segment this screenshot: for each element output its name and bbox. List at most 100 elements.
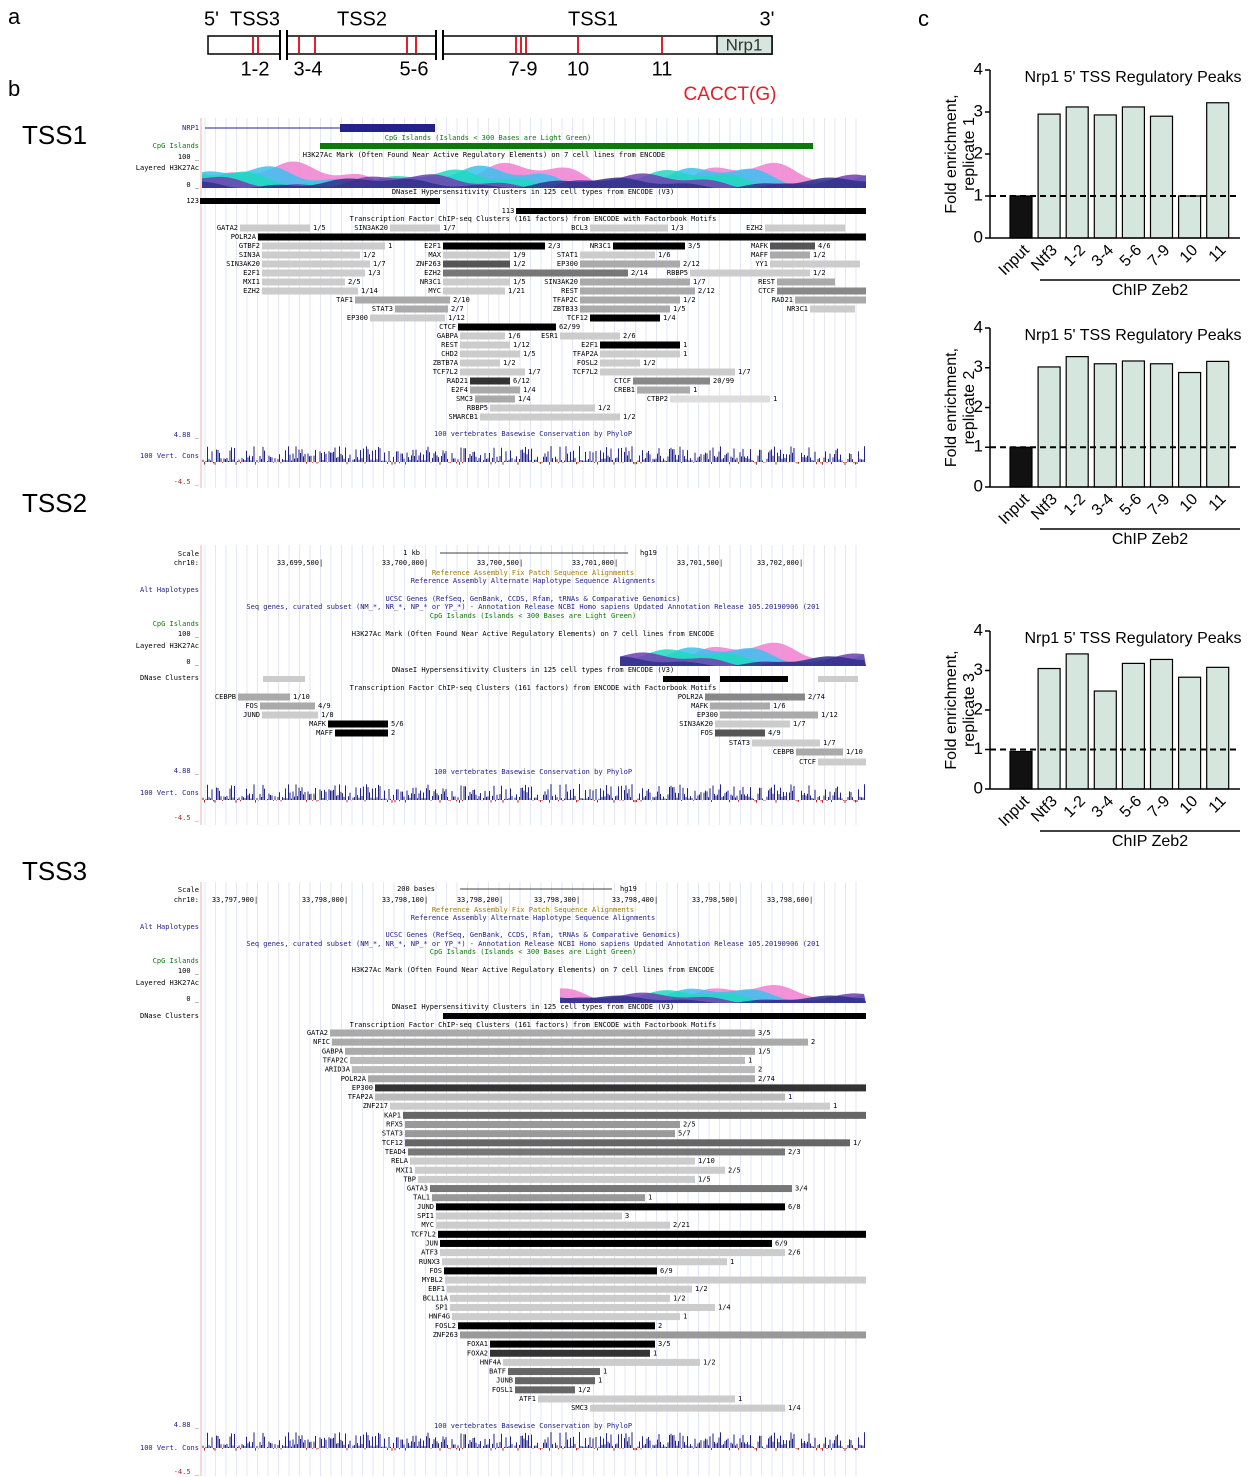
factor-name: ZNF263: [433, 1331, 458, 1339]
track-title: DNaseI Hypersensitivity Clusters in 125 …: [392, 1003, 674, 1011]
track-label: CpG Islands: [153, 957, 199, 965]
factor-score: 1/2: [683, 296, 696, 304]
tss-label: TSS2: [337, 8, 387, 30]
y-tick-label: 4: [974, 317, 983, 336]
coordinate: 33,798,500|: [692, 896, 738, 904]
panel-label: b: [8, 76, 20, 101]
page: {"panels":{"a":"a","b":"b","c":"c"}, "ge…: [0, 0, 1258, 1477]
track-title: Reference Assembly Alternate Haplotype S…: [411, 914, 655, 922]
track-title: Transcription Factor ChIP-seq Clusters (…: [350, 1021, 717, 1029]
factor-cluster: [503, 1359, 700, 1366]
factor-cluster: [418, 1176, 695, 1183]
factor-name: TCF7L2: [411, 1230, 436, 1238]
x-tick-label: 10: [1177, 793, 1202, 818]
factor-cluster: [443, 252, 510, 259]
factor-cluster: [262, 712, 318, 719]
factor-score: 1/12: [513, 341, 530, 349]
factor-cluster: [690, 270, 810, 277]
factor-score: 1/14: [361, 287, 378, 295]
factor-cluster: [600, 342, 680, 349]
track-title: H3K27Ac Mark (Often Found Near Active Re…: [352, 630, 714, 638]
factor-cluster: [600, 369, 735, 376]
scale-label: 200 bases: [397, 885, 435, 893]
factor-name: MYBL2: [422, 1276, 443, 1284]
factor-score: 1/2: [578, 1386, 591, 1394]
factor-name: SIN3AK20: [679, 720, 713, 728]
factor-cluster: [460, 1331, 866, 1338]
factor-name: MAX: [428, 251, 441, 259]
factor-name: TAL1: [413, 1194, 430, 1202]
factor-name: STAT3: [729, 739, 750, 747]
y-axis-label: Fold enrichment,: [943, 348, 960, 467]
factor-name: EP300: [352, 1084, 373, 1092]
factor-cluster: [440, 1240, 772, 1247]
factor-cluster: [410, 1158, 695, 1165]
factor-cluster: [443, 288, 505, 295]
factor-cluster: [443, 270, 628, 277]
track-title: CpG Islands (Islands < 300 Bases are Lig…: [385, 134, 592, 142]
y-tick-label: 4: [974, 59, 983, 78]
bar: [1094, 115, 1116, 238]
factor-name: TFAP2C: [553, 296, 578, 304]
factor-score: 1/2: [363, 251, 376, 259]
factor-name: ARID3A: [325, 1066, 351, 1074]
factor-score: 1/7: [373, 260, 386, 268]
y-axis-label: replicate 3: [961, 673, 978, 747]
track-label: 4.88 _: [174, 1421, 200, 1429]
factor-score: 5/7: [678, 1130, 691, 1138]
gene-name: Nrp1: [726, 35, 763, 54]
bar: [1010, 447, 1032, 487]
factor-cluster: [715, 730, 765, 737]
factor-cluster: [390, 1103, 830, 1110]
factor-cluster: [613, 243, 685, 250]
factor-cluster: [490, 1341, 655, 1348]
factor-score: 1: [653, 1349, 657, 1357]
track-label: -4.5 _: [174, 1468, 200, 1476]
factor-name: MAFK: [751, 242, 769, 250]
track-label: 0 _: [186, 995, 199, 1003]
factor-name: JUN: [425, 1239, 438, 1247]
factor-cluster: [443, 243, 545, 250]
track-title: Reference Assembly Fix Patch Sequence Al…: [432, 906, 634, 914]
track-title: CpG Islands (Islands < 300 Bases are Lig…: [430, 948, 637, 956]
factor-score: 1/6: [773, 702, 786, 710]
factor-score: 1: [603, 1368, 607, 1376]
factor-name: SMARCB1: [448, 413, 478, 421]
x-tick-label: 3-4: [1089, 491, 1117, 519]
factor-name: CTBP2: [647, 395, 668, 403]
x-tick-label: 7-9: [1145, 491, 1173, 519]
region-label: 3-4: [294, 58, 323, 80]
track-label: Layered H3K27Ac: [136, 642, 199, 650]
track-title: Seq genes, curated subset (NM_*, NR_*, N…: [246, 940, 819, 948]
factor-name: GABPA: [437, 332, 459, 340]
x-tick-label: 11: [1206, 793, 1230, 817]
factor-score: 1: [788, 1093, 792, 1101]
bar: [1179, 677, 1201, 789]
factor-score: 2/3: [548, 242, 561, 250]
factor-score: 2/6: [788, 1249, 801, 1257]
factor-score: 1: [683, 350, 687, 358]
factor-score: 1/5: [523, 350, 536, 358]
x-tick-label: 5-6: [1117, 793, 1145, 821]
factor-cluster: [796, 749, 843, 756]
factor-name: MYC: [428, 287, 441, 295]
factor-score: 2: [811, 1038, 815, 1046]
factor-score: 6/12: [513, 377, 530, 385]
track-label: Alt Haplotypes: [140, 923, 199, 931]
coordinate: 33,798,300|: [534, 896, 580, 904]
factor-name: ZBTB33: [553, 305, 578, 313]
region-label: 1-2: [241, 58, 270, 80]
factor-cluster: [460, 360, 500, 367]
factor-score: 2/5: [728, 1166, 741, 1174]
track-label: chr10:: [174, 896, 199, 904]
factor-name: CREB1: [614, 386, 635, 394]
factor-cluster: [332, 1039, 808, 1046]
factor-score: 2/74: [758, 1075, 775, 1083]
dnase-cluster: [200, 198, 440, 204]
bar: [1151, 364, 1173, 487]
factor-name: NFIC: [313, 1038, 330, 1046]
track-label: 4.88 _: [174, 431, 200, 439]
track-label: DNase Clusters: [140, 1012, 199, 1020]
factor-score: 1: [738, 1395, 742, 1403]
factor-score: 5/6: [391, 720, 404, 728]
